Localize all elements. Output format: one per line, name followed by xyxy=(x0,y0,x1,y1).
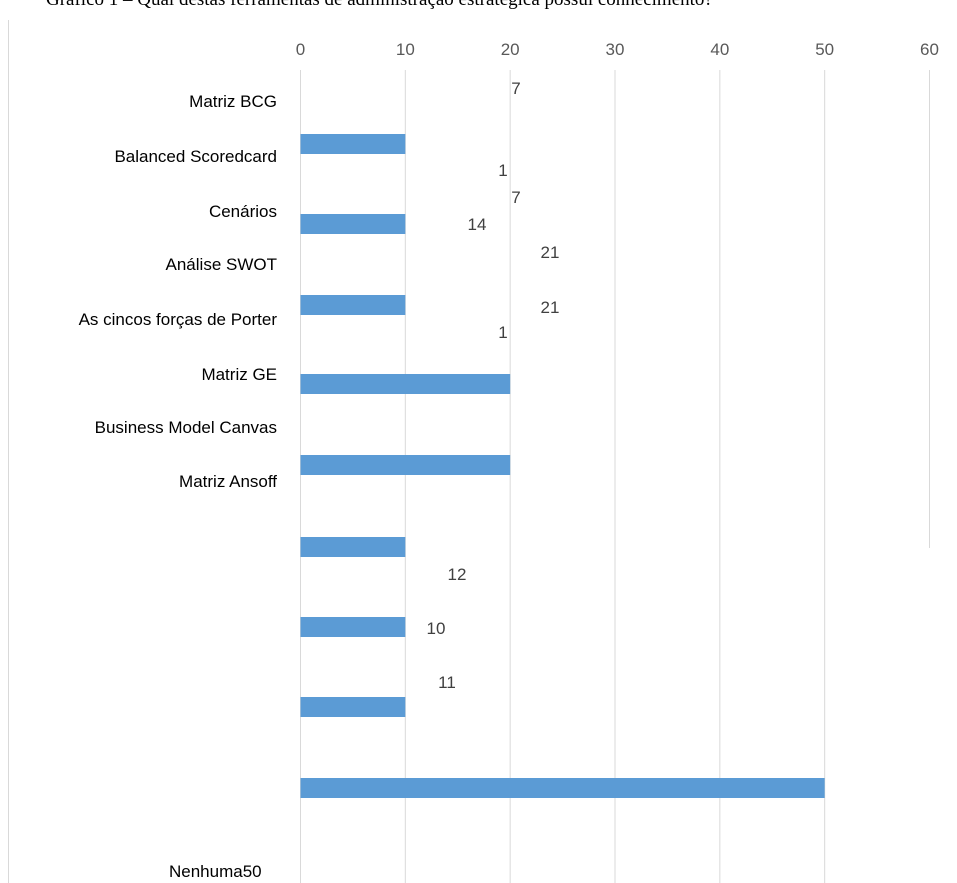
bar xyxy=(300,537,406,557)
x-tick-label: 20 xyxy=(501,40,520,59)
x-axis-tick-labels: 0 10 20 30 40 50 60 xyxy=(296,40,939,59)
gridlines xyxy=(300,70,930,883)
bar xyxy=(300,697,406,717)
bar xyxy=(300,214,406,234)
data-label: 21 xyxy=(541,243,560,262)
data-label: 11 xyxy=(438,673,456,692)
bar xyxy=(300,374,511,394)
bar xyxy=(300,455,511,475)
category-label: Business Model Canvas xyxy=(95,418,277,437)
data-label: 1 xyxy=(498,161,507,180)
category-label: Cenários xyxy=(209,202,277,221)
data-label: 14 xyxy=(468,215,487,234)
category-labels: Matriz BCG Balanced Scoredcard Cenários Aná… xyxy=(79,92,278,491)
category-label: Matriz Ansoff xyxy=(179,472,277,491)
data-label: 1 xyxy=(498,323,507,342)
category-label: Análise SWOT xyxy=(166,255,277,274)
category-label: Matriz GE xyxy=(201,365,277,384)
footer-category-label: Nenhuma50 xyxy=(169,862,262,881)
bar xyxy=(300,778,825,798)
category-label: As cincos forças de Porter xyxy=(79,310,278,329)
x-tick-label: 10 xyxy=(396,40,415,59)
chart-title: Gráfico 1 – Qual destas ferramentas de a… xyxy=(46,0,713,10)
data-label: 12 xyxy=(448,565,467,584)
category-label: Balanced Scoredcard xyxy=(114,147,277,166)
data-label: 7 xyxy=(511,79,520,98)
x-tick-label: 30 xyxy=(606,40,625,59)
x-tick-label: 60 xyxy=(920,40,939,59)
bar xyxy=(300,617,406,637)
bars xyxy=(300,134,825,798)
data-label: 10 xyxy=(427,619,446,638)
bar xyxy=(300,295,406,315)
x-tick-label: 40 xyxy=(710,40,729,59)
data-label: 21 xyxy=(541,298,560,317)
category-label: Matriz BCG xyxy=(189,92,277,111)
x-tick-label: 50 xyxy=(815,40,834,59)
bar xyxy=(300,134,406,154)
data-label: 7 xyxy=(511,188,520,207)
x-tick-label: 0 xyxy=(296,40,305,59)
